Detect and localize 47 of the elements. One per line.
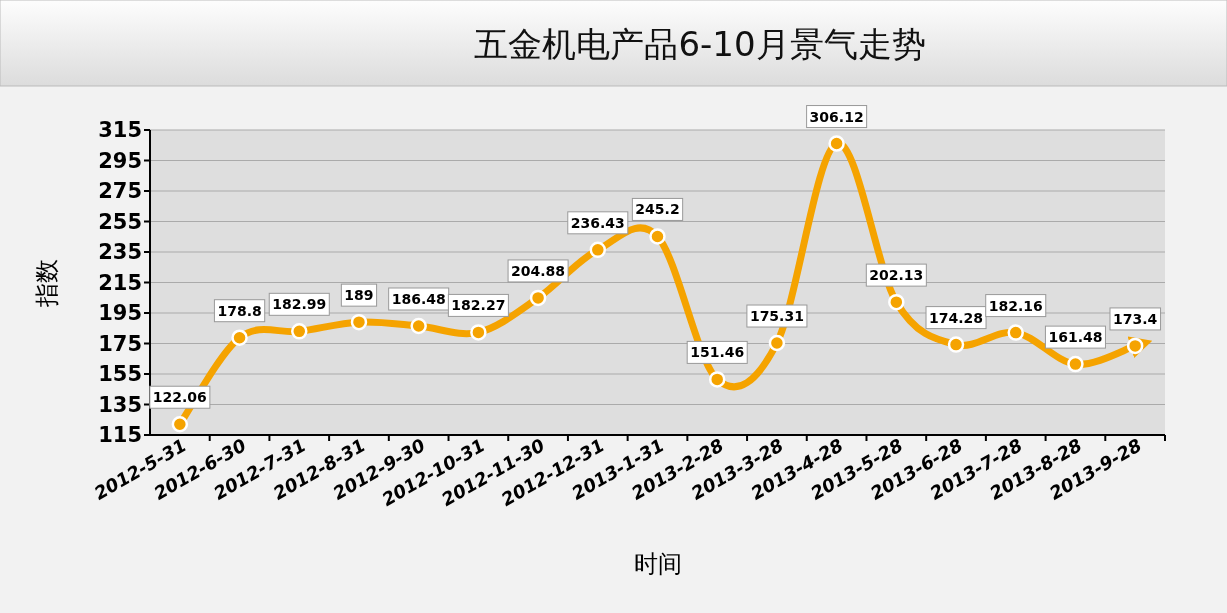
point — [828, 135, 845, 152]
point — [708, 371, 726, 388]
data-label: 236.43 — [570, 214, 625, 231]
point — [291, 323, 308, 340]
y-tick-label: 135 — [98, 392, 142, 417]
point — [1126, 337, 1144, 355]
y-tick-label: 195 — [98, 301, 142, 325]
data-label: 178.8 — [217, 302, 262, 319]
point — [589, 241, 607, 259]
point — [350, 313, 368, 331]
data-label: 151.46 — [690, 344, 745, 361]
point — [649, 228, 666, 245]
x-axis-title: 时间 — [633, 550, 682, 578]
point — [410, 317, 427, 335]
point — [768, 334, 786, 352]
y-tick-label: 155 — [98, 362, 142, 386]
point — [231, 329, 248, 346]
point — [947, 336, 965, 353]
data-label: 202.13 — [869, 267, 924, 284]
data-label: 182.16 — [988, 297, 1043, 314]
data-label: 182.99 — [272, 296, 327, 313]
data-label: 245.2 — [635, 201, 680, 218]
y-tick-label: 215 — [98, 270, 142, 295]
y-tick-label: 275 — [98, 179, 142, 203]
y-axis-title: 指数 — [33, 258, 61, 308]
point — [888, 293, 905, 311]
data-label: 175.31 — [749, 308, 804, 325]
data-label: 204.88 — [511, 262, 566, 279]
data-label: 173.4 — [1113, 310, 1158, 327]
data-label: 189 — [344, 287, 374, 304]
point — [470, 324, 487, 341]
point — [171, 415, 189, 433]
chart-title: 五金机电产品6-10月景气走势 — [474, 24, 926, 64]
data-label: 174.28 — [929, 309, 984, 326]
point — [1067, 355, 1084, 373]
data-label: 182.27 — [451, 297, 506, 314]
y-tick-label: 315 — [98, 118, 142, 142]
data-label: 161.48 — [1048, 329, 1103, 346]
y-tick-label: 235 — [98, 240, 142, 264]
y-tick-label: 295 — [98, 148, 142, 173]
y-tick-label: 175 — [98, 331, 142, 356]
data-label: 122.06 — [152, 389, 207, 406]
data-label: 186.48 — [391, 290, 446, 307]
data-label: 306.12 — [809, 108, 864, 125]
point — [1007, 324, 1024, 341]
y-tick-label: 255 — [98, 209, 142, 234]
point — [529, 289, 547, 307]
